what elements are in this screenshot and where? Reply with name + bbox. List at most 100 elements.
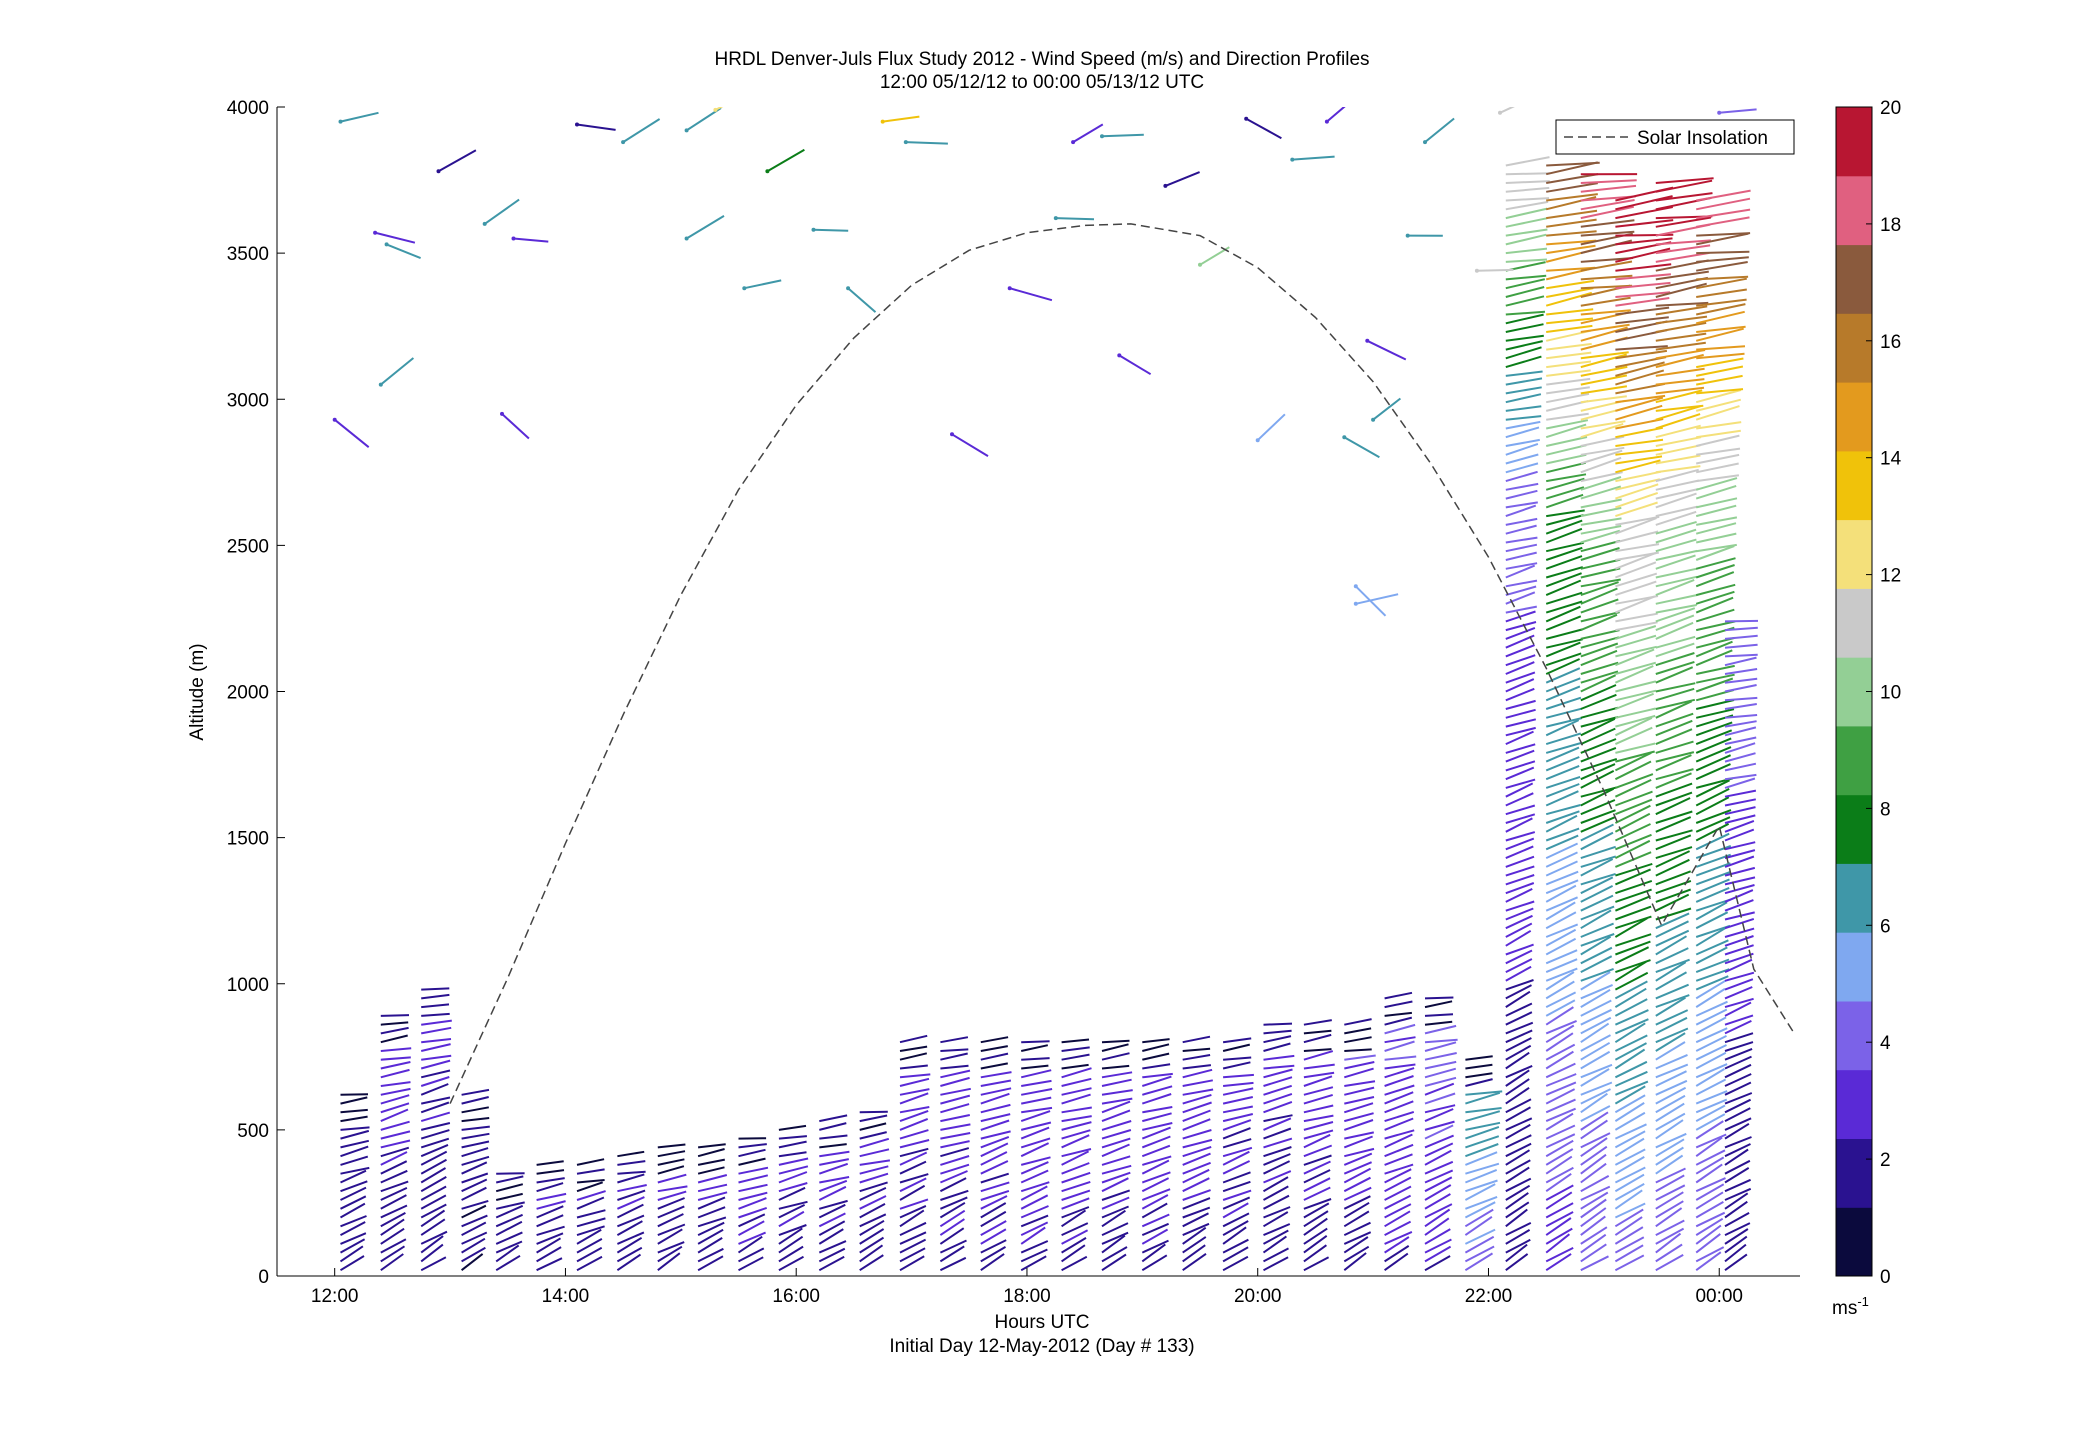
- wind-barb: [1506, 472, 1538, 481]
- wind-profile: [900, 1036, 930, 1270]
- wind-barb: [1304, 1035, 1331, 1042]
- scatter-barb: [1292, 157, 1334, 160]
- wind-barb: [1615, 806, 1650, 823]
- wind-barb: [1615, 1131, 1645, 1147]
- wind-barb: [1183, 1065, 1211, 1068]
- colorbar-swatch: [1836, 382, 1872, 451]
- wind-barb: [1264, 1066, 1295, 1069]
- wind-barb: [341, 1117, 368, 1122]
- wind-barb: [1465, 1065, 1492, 1069]
- wind-barb: [1264, 1077, 1293, 1086]
- wind-barb: [940, 1124, 970, 1130]
- wind-barb: [1506, 484, 1538, 490]
- wind-barb: [1506, 992, 1530, 1007]
- wind-barb: [462, 1201, 489, 1209]
- wind-barb: [1062, 1108, 1092, 1113]
- colorbar-unit-exponent: -1: [1857, 1294, 1869, 1309]
- wind-barb: [1615, 544, 1659, 551]
- wind-barb: [381, 1048, 411, 1051]
- wind-barb: [900, 1047, 927, 1051]
- scatter-barb-tip: [904, 140, 908, 144]
- wind-barb: [860, 1255, 884, 1270]
- scatter-barb-tip: [1475, 269, 1479, 273]
- wind-barb: [1581, 1010, 1612, 1025]
- wind-barb: [1062, 1238, 1086, 1253]
- wind-barb: [1581, 817, 1615, 832]
- wind-profile: [1183, 1037, 1213, 1271]
- wind-barb: [381, 1082, 411, 1086]
- wind-barb: [496, 1194, 523, 1200]
- wind-barb: [1223, 1120, 1251, 1130]
- wind-barb: [1102, 1156, 1130, 1165]
- wind-barb: [1304, 1051, 1333, 1060]
- wind-barb: [1696, 252, 1749, 253]
- wind-barb: [1506, 276, 1546, 280]
- wind-barb: [1725, 1033, 1753, 1042]
- wind-barb: [1656, 721, 1693, 736]
- wind-barb: [900, 1149, 928, 1156]
- wind-barb: [381, 1122, 410, 1130]
- wind-barb: [1183, 1049, 1210, 1051]
- wind-barb: [1506, 866, 1535, 875]
- colorbar-swatch: [1836, 1070, 1872, 1139]
- wind-barb: [1546, 709, 1581, 718]
- scatter-barb-tip: [512, 237, 516, 241]
- wind-barb: [1546, 844, 1577, 859]
- wind-barb: [1656, 835, 1691, 849]
- wind-profile: [1725, 621, 1758, 1270]
- wind-barb: [1062, 1207, 1089, 1218]
- wind-barb: [1102, 1041, 1130, 1042]
- wind-barb: [1725, 919, 1754, 928]
- wind-barb: [1264, 1094, 1292, 1104]
- wind-barb: [940, 1203, 965, 1218]
- wind-barb: [1696, 650, 1732, 665]
- wind-barb: [739, 1185, 768, 1191]
- wind-barb: [1546, 733, 1581, 744]
- wind-barb: [1615, 428, 1662, 437]
- wind-barb: [1725, 799, 1756, 805]
- wind-barb: [341, 1094, 369, 1095]
- y-tick-label: 1500: [227, 829, 269, 850]
- wind-barb: [1546, 163, 1600, 166]
- wind-barb: [1725, 1237, 1747, 1253]
- wind-barb: [1102, 1080, 1132, 1086]
- wind-barb: [341, 1127, 370, 1130]
- wind-barb: [1264, 1024, 1293, 1025]
- scatter-barb: [1344, 437, 1379, 457]
- wind-barb: [1615, 1168, 1645, 1183]
- wind-barb: [1425, 1062, 1456, 1069]
- scatter-barb: [485, 200, 519, 224]
- scatter-barb: [715, 91, 753, 110]
- wind-barb: [1546, 445, 1586, 455]
- wind-barb: [1581, 560, 1621, 569]
- scatter-barb-tip: [483, 222, 487, 226]
- wind-barb: [1506, 260, 1547, 262]
- wind-barb: [381, 1028, 409, 1034]
- wind-barb: [1062, 1088, 1092, 1095]
- wind-barb: [1344, 1120, 1373, 1130]
- wind-barb: [1425, 1040, 1458, 1043]
- wind-barb: [1696, 257, 1749, 262]
- wind-barb: [1581, 937, 1611, 955]
- wind-barb: [779, 1136, 807, 1139]
- wind-barb: [1656, 742, 1694, 753]
- wind-barb: [537, 1178, 565, 1182]
- wind-barb: [1615, 449, 1662, 454]
- wind-barb: [1264, 1102, 1292, 1112]
- wind-barb: [1385, 1037, 1416, 1042]
- wind-barb: [1696, 912, 1728, 928]
- wind-barb: [819, 1144, 846, 1147]
- wind-barb: [1506, 519, 1537, 525]
- wind-barb: [1344, 1028, 1371, 1033]
- wind-barb: [1223, 1182, 1250, 1191]
- scatter-barb: [341, 113, 379, 122]
- wind-barb: [981, 1254, 1004, 1270]
- wind-barb: [421, 995, 449, 999]
- wind-barb: [1506, 372, 1543, 376]
- wind-barb: [1725, 1229, 1748, 1244]
- x-tick-label: 16:00: [772, 1286, 820, 1307]
- wind-barb: [1344, 1069, 1373, 1078]
- wind-barb: [381, 1131, 410, 1138]
- wind-barb: [1546, 791, 1578, 805]
- wind-barb: [1656, 623, 1693, 639]
